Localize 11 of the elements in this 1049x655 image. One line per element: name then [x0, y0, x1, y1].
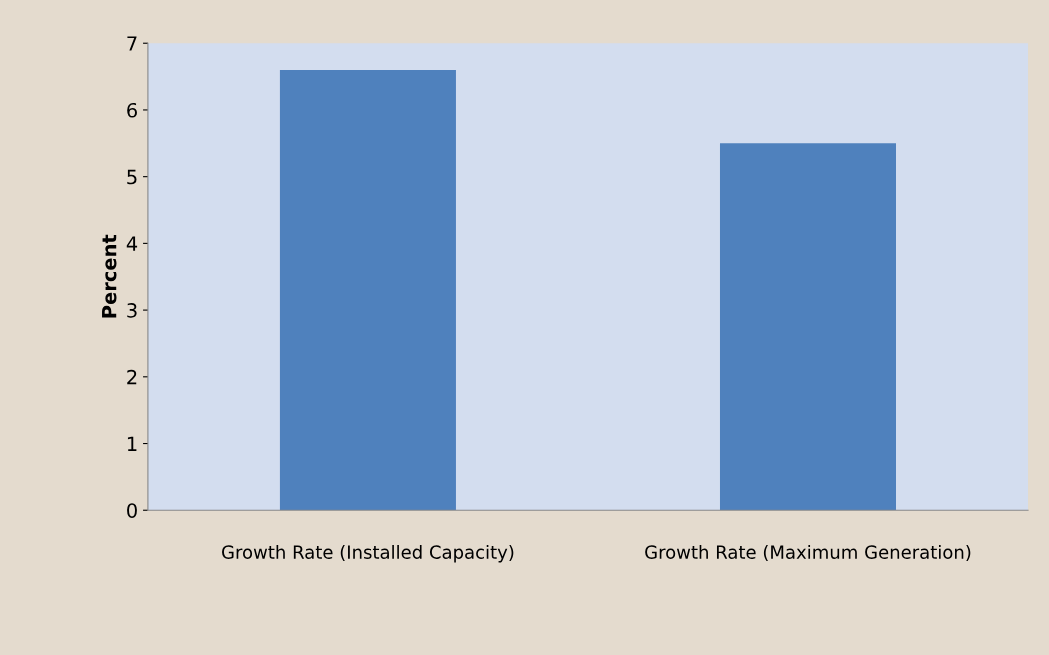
y-tick-label: 4: [126, 236, 138, 251]
y-tick-label: 1: [127, 436, 137, 451]
y-tick-label: 7: [127, 36, 137, 51]
y-tick-label: 3: [127, 303, 137, 318]
y-tick-label: 0: [127, 503, 137, 518]
y-tick-label: 6: [127, 102, 137, 118]
y-axis-title: Percent: [102, 234, 117, 318]
x-tick-label: Growth Rate (Installed Capacity): [222, 544, 514, 563]
y-tick-label: 2: [127, 369, 137, 385]
y-tick-label: 5: [127, 169, 137, 185]
x-tick-label: Growth Rate (Maximum Generation): [645, 544, 971, 562]
